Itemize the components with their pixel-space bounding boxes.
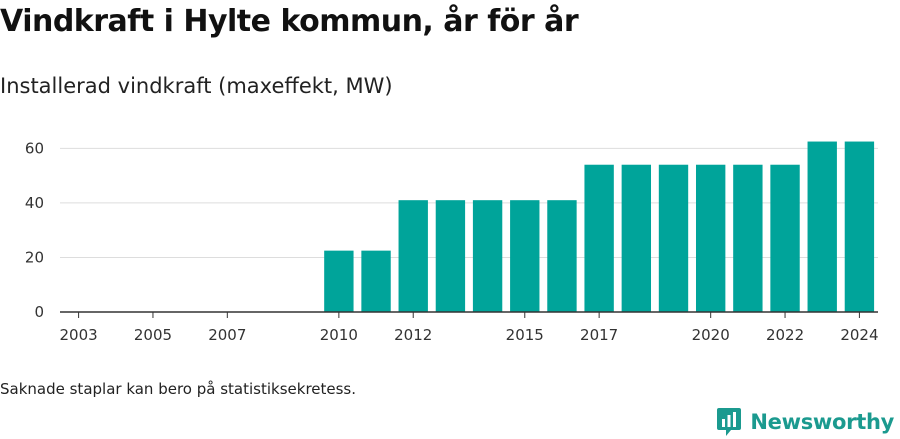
x-tick-labels: 2003 2005 2007 2010 2012 2015 2017 2020 2022 2024 — [59, 326, 878, 344]
x-tick-label: 2005 — [134, 326, 172, 344]
bar-2011 — [361, 250, 391, 312]
x-tick-label: 2022 — [766, 326, 804, 344]
brand-logo: Newsworthy — [716, 406, 894, 438]
x-axis — [60, 311, 878, 318]
x-tick-label: 2015 — [506, 326, 544, 344]
bars — [324, 141, 875, 312]
chart-title: Vindkraft i Hylte kommun, år för år — [0, 4, 579, 39]
bar-2018 — [621, 164, 652, 312]
bar-2019 — [658, 164, 689, 312]
x-tick-label: 2010 — [320, 326, 358, 344]
bar-2023 — [807, 141, 837, 312]
bar-2017 — [584, 164, 614, 312]
y-tick-label: 40 — [25, 194, 44, 212]
bar-2012 — [398, 200, 428, 312]
bar-chart-speech-bubble-icon — [717, 408, 742, 436]
brand-name: Newsworthy — [750, 410, 894, 434]
x-tick-label: 2017 — [580, 326, 618, 344]
x-tick-label: 2024 — [840, 326, 878, 344]
x-tick-label: 2003 — [59, 326, 97, 344]
bar-2020 — [695, 164, 726, 312]
bar-chart: 0 20 40 60 2003 2005 2007 2010 2012 2015 2017 2020… — [25, 139, 879, 344]
bar-2021 — [733, 164, 763, 312]
bar-2015 — [510, 200, 540, 312]
x-tick-label: 2007 — [208, 326, 246, 344]
bar-2022 — [770, 164, 800, 312]
bar-2013 — [435, 200, 466, 312]
chart-subtitle: Installerad vindkraft (maxeffekt, MW) — [0, 74, 393, 98]
y-tick-labels: 0 20 40 60 — [25, 139, 44, 321]
x-tick-label: 2020 — [692, 326, 730, 344]
y-tick-label: 0 — [34, 303, 44, 321]
x-tick-label: 2012 — [394, 326, 432, 344]
bar-2014 — [472, 200, 503, 312]
bar-2024 — [844, 141, 875, 312]
bar-2016 — [547, 200, 577, 312]
y-tick-label: 60 — [25, 139, 44, 157]
bar-2010 — [324, 250, 354, 312]
y-tick-label: 20 — [25, 248, 44, 266]
footnote: Saknade staplar kan bero på statistiksek… — [0, 380, 357, 398]
